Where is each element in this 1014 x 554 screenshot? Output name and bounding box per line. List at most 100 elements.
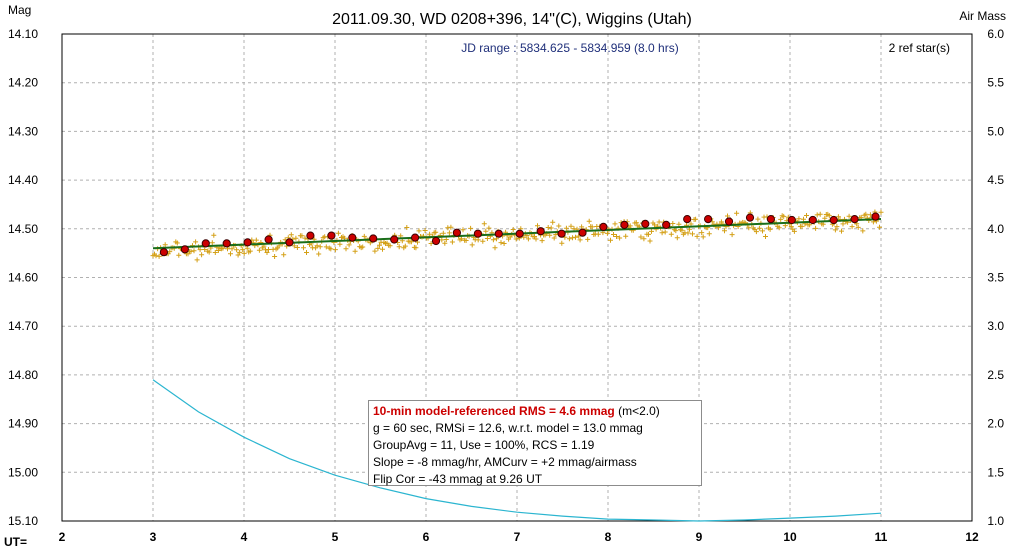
raw-point	[156, 253, 162, 259]
x-tick-label: 4	[241, 530, 248, 544]
raw-point	[194, 257, 200, 263]
raw-point	[673, 228, 679, 234]
group-average-point	[641, 219, 650, 228]
y-tick-label: 14.50	[8, 222, 38, 236]
group-average-point	[766, 215, 776, 224]
raw-point	[235, 252, 241, 258]
raw-point	[690, 231, 695, 237]
raw-point	[521, 234, 527, 240]
raw-point	[188, 248, 194, 254]
raw-point	[481, 221, 487, 227]
raw-point	[396, 244, 402, 250]
group-average-point	[473, 229, 482, 238]
grid	[62, 34, 972, 521]
x-tick-label: 2	[59, 530, 66, 544]
y-tick-label: 14.30	[8, 124, 38, 138]
raw-point	[352, 248, 358, 254]
raw-point	[176, 252, 182, 258]
raw-point	[839, 228, 844, 234]
raw-point	[791, 228, 797, 234]
y2-tick-label: 4.0	[987, 222, 1004, 236]
raw-point	[202, 247, 208, 252]
raw-point	[480, 238, 486, 244]
raw-point	[446, 230, 452, 236]
raw-point	[846, 213, 852, 219]
group-average-point	[285, 238, 294, 247]
raw-point	[360, 244, 366, 250]
raw-point	[328, 246, 334, 252]
raw-point	[623, 233, 629, 239]
raw-point	[459, 236, 464, 242]
group-average-point	[808, 215, 817, 225]
raw-point	[335, 230, 341, 236]
raw-point	[448, 224, 454, 230]
raw-point	[753, 229, 759, 235]
raw-point	[820, 221, 826, 227]
raw-point	[840, 221, 846, 227]
y-axis-label: Mag	[8, 3, 31, 17]
y2-tick-label: 3.0	[987, 319, 1004, 333]
raw-point	[167, 249, 173, 255]
raw-point	[475, 237, 481, 243]
raw-point	[849, 224, 855, 230]
y2-tick-label: 1.0	[987, 514, 1004, 528]
raw-point	[817, 211, 823, 217]
y-tick-label: 15.10	[8, 514, 38, 528]
group-average-point	[243, 238, 252, 247]
group-average-point	[683, 215, 692, 224]
raw-point	[291, 243, 297, 249]
raw-point	[722, 228, 727, 234]
x-tick-label: 12	[965, 530, 979, 544]
raw-point	[767, 226, 773, 232]
y2-tick-label: 5.0	[987, 124, 1004, 138]
y2-tick-label: 3.5	[987, 271, 1004, 285]
group-average-point	[264, 235, 273, 244]
raw-point	[253, 237, 259, 243]
raw-point	[734, 210, 740, 216]
raw-point	[855, 224, 861, 230]
raw-point	[494, 236, 499, 242]
raw-point	[443, 237, 449, 242]
raw-point	[422, 228, 428, 233]
group-average-point	[452, 228, 461, 237]
group-average-point	[180, 245, 189, 254]
raw-point	[832, 227, 838, 233]
raw-point	[440, 230, 446, 236]
raw-point	[611, 232, 616, 237]
raw-point	[679, 227, 685, 233]
airmass-curve	[152, 379, 882, 522]
raw-point	[439, 237, 445, 243]
raw-point	[699, 230, 705, 236]
raw-point	[507, 234, 513, 240]
raw-point	[463, 238, 469, 243]
raw-point	[513, 236, 519, 242]
raw-point	[484, 236, 490, 241]
raw-point	[533, 236, 539, 242]
x-tick-label: 10	[783, 530, 797, 544]
raw-point	[573, 234, 578, 240]
raw-point	[652, 222, 657, 228]
raw-point	[206, 249, 212, 255]
raw-point	[256, 247, 262, 253]
raw-point	[316, 251, 322, 257]
raw-point	[670, 221, 676, 226]
y-tick-label: 15.00	[8, 465, 38, 479]
raw-point	[604, 230, 610, 236]
raw-point	[191, 248, 197, 254]
raw-point	[304, 250, 309, 255]
raw-point	[199, 252, 205, 258]
raw-point	[755, 216, 761, 222]
group-average-point	[829, 215, 838, 225]
raw-point	[586, 218, 592, 224]
group-average-point	[159, 248, 168, 257]
raw-point	[638, 234, 644, 240]
y-tick-label: 14.40	[8, 173, 38, 187]
raw-point	[577, 237, 583, 243]
raw-point	[332, 247, 338, 253]
plot-frame	[61, 33, 973, 522]
raw-point	[693, 216, 699, 222]
raw-point	[212, 250, 218, 255]
raw-point	[469, 242, 475, 248]
group-average-point	[369, 234, 378, 243]
raw-point	[694, 233, 700, 239]
